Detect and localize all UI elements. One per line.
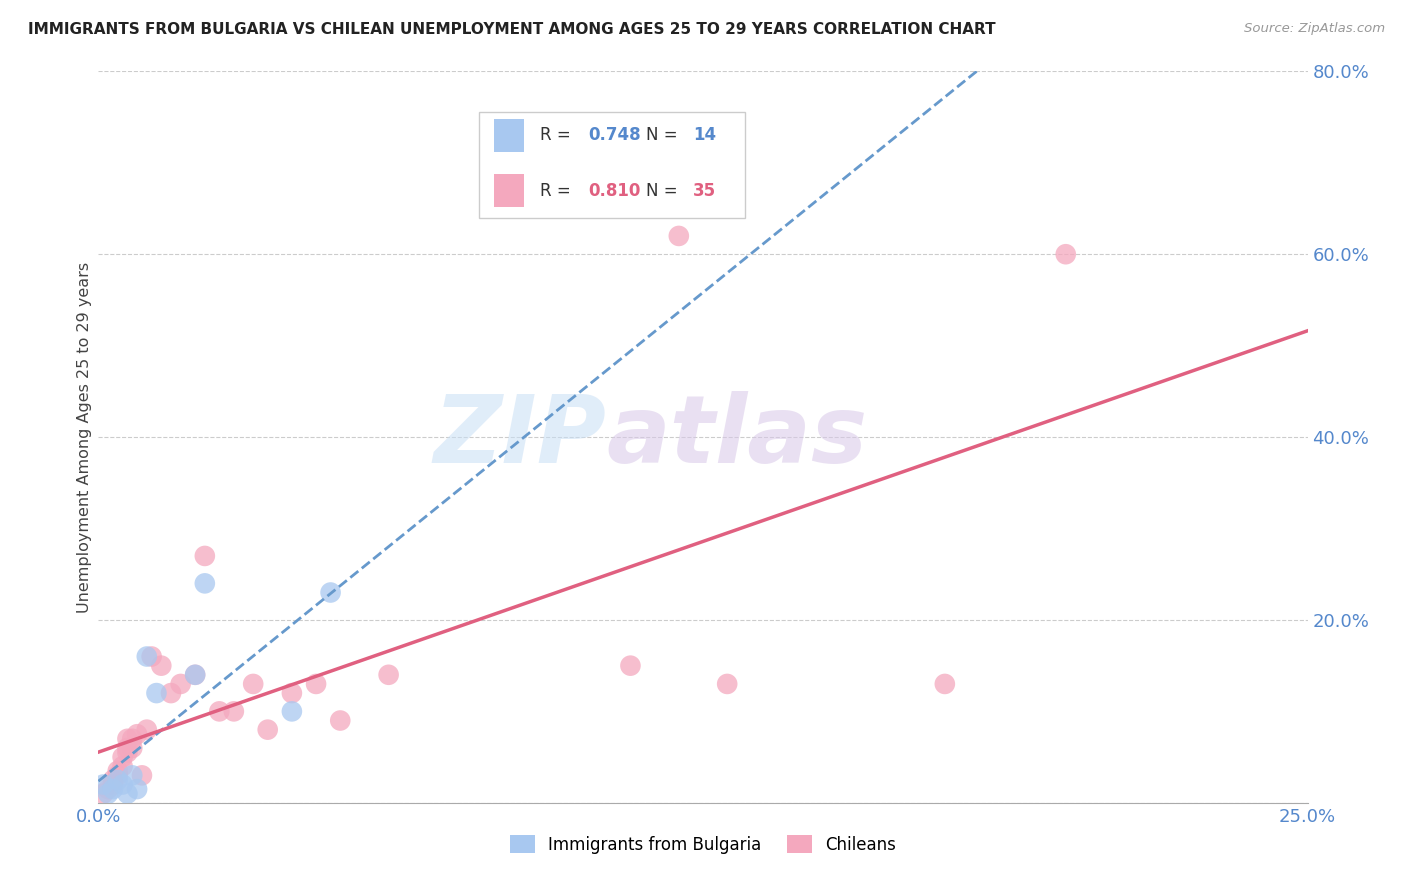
Point: [377, 667, 399, 681]
Point: [319, 585, 342, 599]
Point: [145, 686, 167, 700]
Point: [117, 740, 139, 755]
Point: [184, 667, 207, 681]
Point: [127, 782, 149, 797]
Point: [305, 677, 328, 691]
FancyBboxPatch shape: [494, 120, 524, 153]
Point: [222, 705, 245, 719]
Point: [127, 727, 149, 741]
Point: [619, 658, 641, 673]
Point: [117, 787, 139, 801]
Point: [131, 768, 153, 782]
Point: [150, 658, 173, 673]
Point: [107, 772, 129, 787]
Text: 35: 35: [693, 182, 717, 200]
Point: [281, 686, 304, 700]
Text: 0.748: 0.748: [588, 127, 641, 145]
Point: [194, 576, 217, 591]
Point: [256, 723, 278, 737]
Text: 14: 14: [693, 127, 717, 145]
Point: [135, 649, 157, 664]
Text: R =: R =: [540, 127, 576, 145]
Point: [111, 759, 134, 773]
Point: [117, 731, 139, 746]
Point: [107, 764, 129, 778]
Point: [111, 750, 134, 764]
Point: [242, 677, 264, 691]
Text: N =: N =: [647, 182, 683, 200]
Point: [97, 782, 120, 797]
Point: [208, 705, 231, 719]
Legend: Immigrants from Bulgaria, Chileans: Immigrants from Bulgaria, Chileans: [503, 829, 903, 860]
FancyBboxPatch shape: [479, 112, 745, 218]
Text: N =: N =: [647, 127, 683, 145]
Point: [101, 778, 124, 792]
Point: [169, 677, 191, 691]
Point: [101, 782, 124, 797]
Point: [117, 746, 139, 760]
Point: [194, 549, 217, 563]
Point: [141, 649, 163, 664]
Point: [160, 686, 183, 700]
Point: [121, 731, 143, 746]
Point: [184, 667, 207, 681]
Point: [281, 705, 304, 719]
Point: [934, 677, 956, 691]
Text: 0.810: 0.810: [588, 182, 641, 200]
Text: atlas: atlas: [606, 391, 868, 483]
Point: [121, 768, 143, 782]
Point: [107, 768, 129, 782]
Point: [97, 787, 120, 801]
Point: [1054, 247, 1077, 261]
Point: [135, 723, 157, 737]
Point: [91, 787, 114, 801]
FancyBboxPatch shape: [494, 175, 524, 208]
Point: [91, 778, 114, 792]
Point: [716, 677, 738, 691]
Point: [101, 772, 124, 787]
Y-axis label: Unemployment Among Ages 25 to 29 years: Unemployment Among Ages 25 to 29 years: [77, 261, 91, 613]
Point: [121, 740, 143, 755]
Point: [111, 778, 134, 792]
Text: IMMIGRANTS FROM BULGARIA VS CHILEAN UNEMPLOYMENT AMONG AGES 25 TO 29 YEARS CORRE: IMMIGRANTS FROM BULGARIA VS CHILEAN UNEM…: [28, 22, 995, 37]
Text: R =: R =: [540, 182, 576, 200]
Text: ZIP: ZIP: [433, 391, 606, 483]
Point: [329, 714, 352, 728]
Point: [668, 229, 690, 244]
Text: Source: ZipAtlas.com: Source: ZipAtlas.com: [1244, 22, 1385, 36]
